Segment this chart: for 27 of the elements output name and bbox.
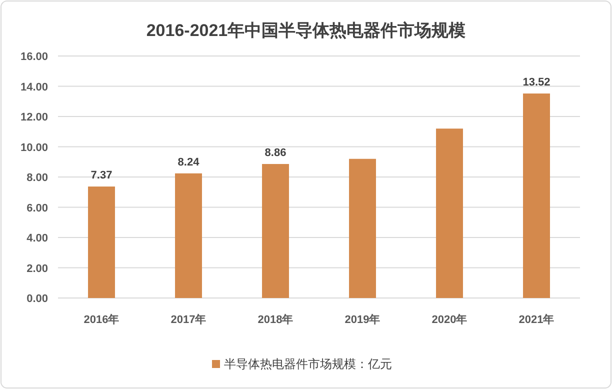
bar <box>175 173 202 298</box>
x-tick-label: 2018年 <box>258 313 294 326</box>
data-label: 8.24 <box>178 156 200 168</box>
x-tick-label: 2019年 <box>344 313 380 326</box>
legend-label: 半导体热电器件市场规模：亿元 <box>224 357 392 371</box>
y-tick-label: 12.00 <box>20 112 48 124</box>
x-tick-label: 2020年 <box>432 313 468 326</box>
data-label: 13.52 <box>522 76 550 89</box>
y-tick-label: 14.00 <box>20 81 48 94</box>
y-tick-label: 16.00 <box>20 51 48 63</box>
y-tick-label: 10.00 <box>20 142 48 154</box>
data-label: 7.37 <box>90 170 112 182</box>
chart-title: 2016-2021年中国半导体热电器件市场规模 <box>146 21 466 40</box>
data-label: 8.86 <box>264 146 286 159</box>
y-tick-label: 0.00 <box>26 293 48 305</box>
bar <box>262 164 289 298</box>
y-tick-label: 6.00 <box>26 202 48 214</box>
x-tick-label: 2021年 <box>518 313 554 326</box>
y-tick-label: 2.00 <box>26 262 48 275</box>
x-tick-label: 2016年 <box>84 313 120 326</box>
bar <box>523 94 550 298</box>
y-tick-label: 4.00 <box>26 232 48 244</box>
bar <box>88 186 115 298</box>
bar <box>349 158 376 298</box>
bar <box>436 128 463 298</box>
x-tick-label: 2017年 <box>170 313 206 326</box>
y-tick-label: 8.00 <box>26 172 48 184</box>
